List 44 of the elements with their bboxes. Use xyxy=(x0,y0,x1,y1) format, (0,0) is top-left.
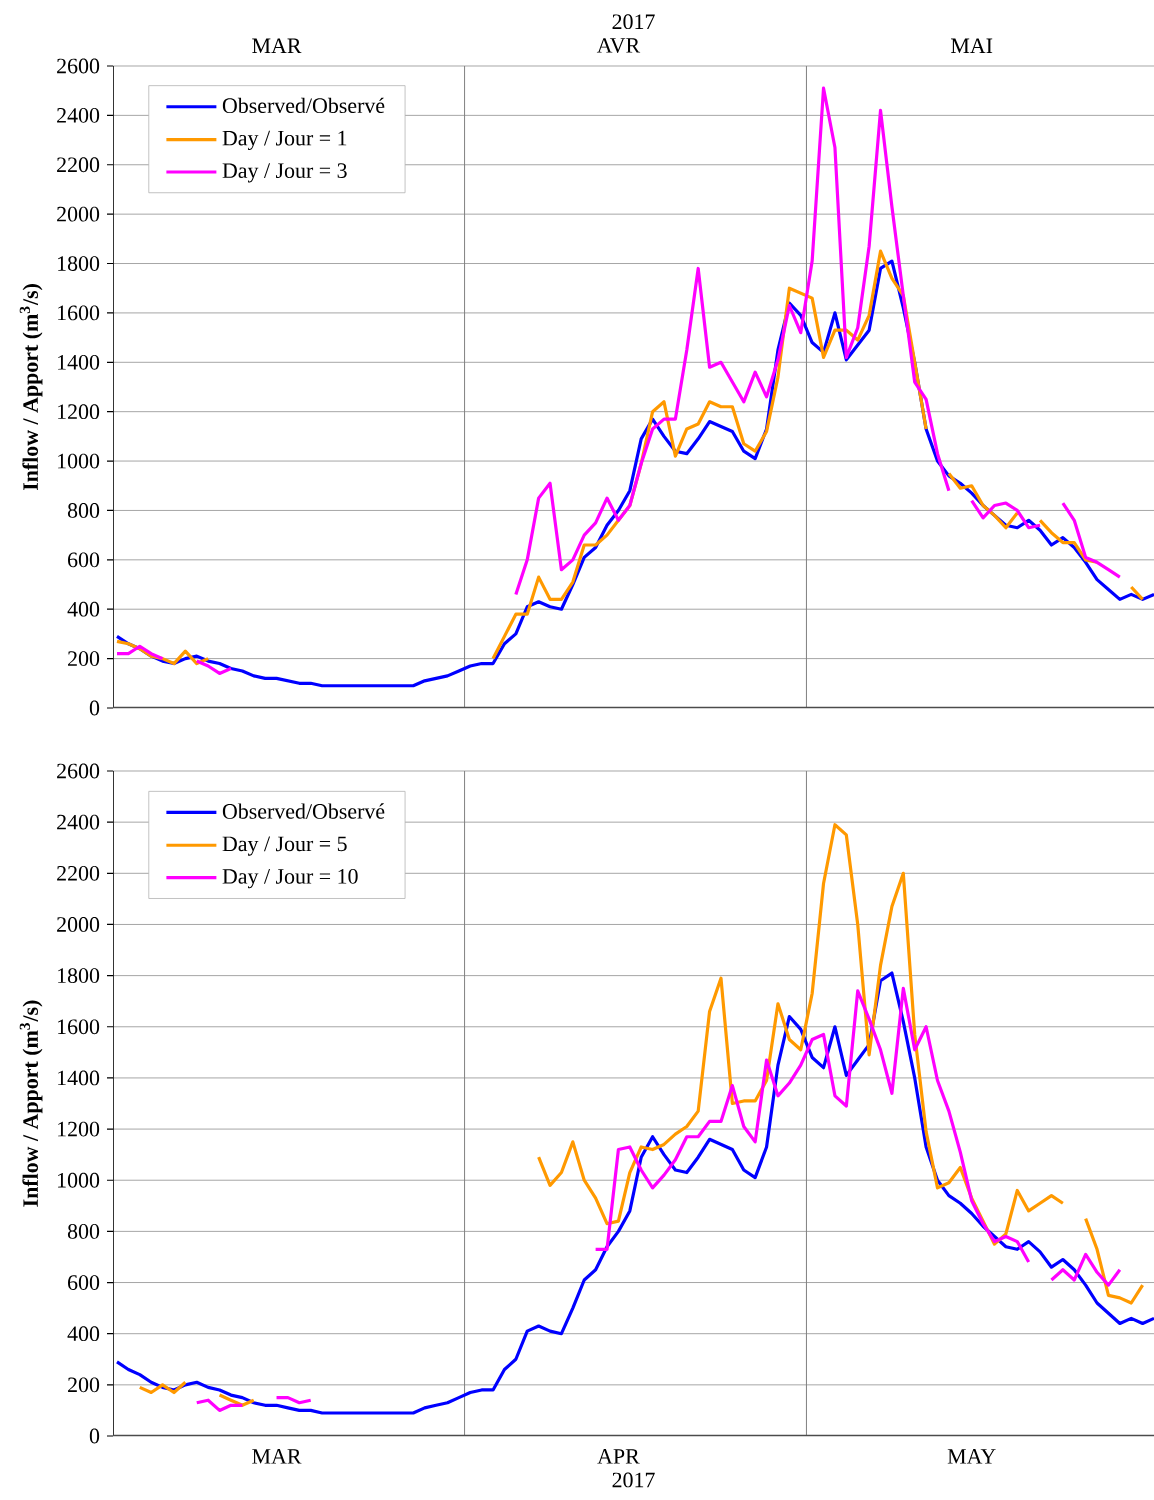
y-tick-label: 1400 xyxy=(58,1070,100,1086)
y-tick-label: 2200 xyxy=(57,157,100,173)
y-tick-label: 200 xyxy=(68,1377,100,1393)
y-tick-label: 1400 xyxy=(58,354,100,370)
y-tick-label: 800 xyxy=(67,503,100,518)
y-tick-label: 1800 xyxy=(58,256,100,271)
y-tick-label: 1800 xyxy=(58,968,100,984)
y-tick-label: 2000 xyxy=(57,206,100,222)
y-tick-label: 600 xyxy=(68,552,100,568)
legend-label: Day / Jour = 1 xyxy=(222,130,347,151)
y-tick-label: 0 xyxy=(89,1428,100,1444)
legend-label: Observed/Observé xyxy=(222,803,385,819)
y-tick-label: 1000 xyxy=(58,1172,100,1188)
y-tick-label: 2000 xyxy=(57,917,100,932)
legend-label: Day / Jour = 3 xyxy=(222,163,347,183)
y-tick-label: 2200 xyxy=(57,865,100,881)
x-tick-label: MAI xyxy=(951,38,993,53)
y-tick-label: 400 xyxy=(67,1326,100,1342)
legend-label: Day / Jour = 5 xyxy=(222,836,347,856)
x-tick-label: MAY xyxy=(947,1449,996,1464)
y-tick-label: 2400 xyxy=(57,107,100,123)
y-axis-title: Inflow / Apport (m$^{3}$/s) xyxy=(19,284,43,491)
y-tick-label: 2400 xyxy=(57,814,100,830)
y-tick-label: 1200 xyxy=(58,1121,100,1137)
x-axis-title: 2017 xyxy=(612,1472,655,1488)
x-tick-label: MAR xyxy=(252,1449,302,1464)
x-axis-title: 2017 xyxy=(612,14,655,30)
y-tick-label: 400 xyxy=(67,601,100,617)
y-tick-label: 2600 xyxy=(57,58,100,74)
y-tick-label: 800 xyxy=(67,1224,100,1239)
x-tick-label: APR xyxy=(597,1449,640,1464)
y-tick-label: 600 xyxy=(68,1275,100,1290)
y-tick-label: 1200 xyxy=(58,404,100,420)
legend-label: Day / Jour = 10 xyxy=(222,868,358,889)
y-tick-label: 0 xyxy=(89,700,100,716)
legend-label: Observed/Observé xyxy=(222,97,385,114)
y-tick-label: 1000 xyxy=(58,453,100,469)
x-tick-label: AVR xyxy=(596,38,641,53)
y-tick-label: 1600 xyxy=(58,305,100,321)
y-tick-label: 1600 xyxy=(58,1019,100,1035)
x-tick-label: MAR xyxy=(252,38,302,53)
y-axis-title: Inflow / Apport (m$^{3}$/s) xyxy=(19,1000,43,1207)
y-tick-label: 2600 xyxy=(57,763,100,779)
y-tick-label: 200 xyxy=(68,651,100,666)
